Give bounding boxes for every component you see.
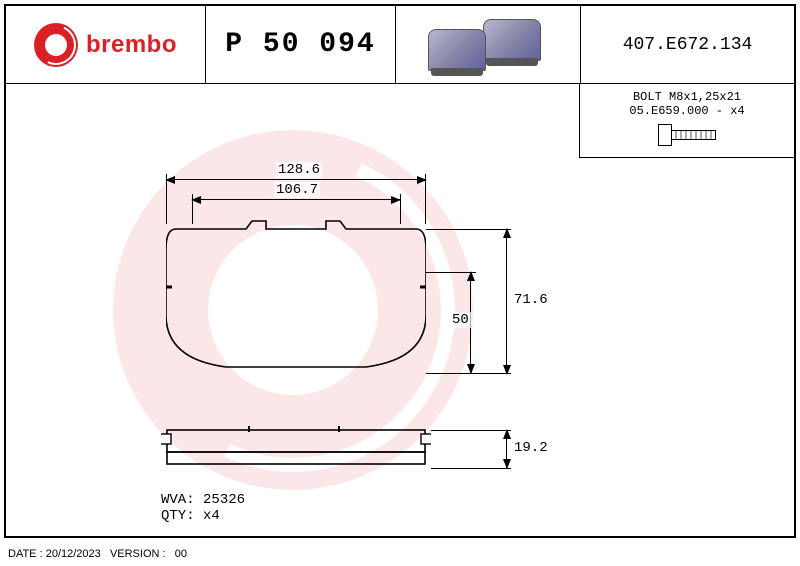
qty-value: x4 xyxy=(203,508,220,524)
dim-height-outer xyxy=(506,229,507,374)
dim-height-outer-label: 71.6 xyxy=(512,292,550,308)
dim-width-outer-label: 128.6 xyxy=(276,162,322,178)
bolt-code-line: 05.E659.000 - x4 xyxy=(580,104,794,118)
part-number: P 50 094 xyxy=(225,29,375,60)
header-row: brembo P 50 094 407.E672.134 xyxy=(6,6,794,84)
brake-pad-side-icon xyxy=(161,426,431,468)
drawing-area: 128.6 106.7 71.6 50 1 xyxy=(6,84,579,536)
product-photo-cell xyxy=(396,6,581,84)
brake-pad-outline-icon xyxy=(166,219,426,374)
bolt-spec-panel: BOLT M8x1,25x21 05.E659.000 - x4 xyxy=(579,84,794,158)
date-label: DATE : xyxy=(8,548,43,560)
dim-thickness xyxy=(506,430,507,468)
dim-thickness-label: 19.2 xyxy=(512,440,550,456)
logo-cell: brembo xyxy=(6,6,206,84)
side-view xyxy=(161,426,431,468)
ref-code: 407.E672.134 xyxy=(623,35,753,55)
ref-code-cell: 407.E672.134 xyxy=(581,6,794,84)
version-value: 00 xyxy=(175,548,187,560)
qty-label: QTY: xyxy=(161,508,195,524)
wva-value: 25326 xyxy=(203,492,245,508)
version-label: VERSION : xyxy=(110,548,166,560)
brand-name: brembo xyxy=(86,31,177,59)
brembo-logo: brembo xyxy=(34,23,177,67)
front-view xyxy=(166,219,426,374)
dim-width-outer xyxy=(166,179,426,180)
bolt-spec-line: BOLT M8x1,25x21 xyxy=(580,90,794,104)
dim-width-inner xyxy=(192,199,400,200)
wva-label: WVA: xyxy=(161,492,195,508)
brake-pad-3d-icon xyxy=(408,15,568,75)
date-value: 20/12/2023 xyxy=(46,548,101,560)
footer: DATE : 20/12/2023 VERSION : 00 xyxy=(8,548,187,560)
dim-width-inner-label: 106.7 xyxy=(274,182,320,198)
bolt-icon xyxy=(580,124,794,146)
dim-height-inner-label: 50 xyxy=(450,312,471,328)
brembo-disc-icon xyxy=(34,23,78,67)
drawing-frame: brembo P 50 094 407.E672.134 BOLT M8x1,2… xyxy=(4,4,796,538)
info-block: WVA: 25326 QTY: x4 xyxy=(161,492,245,524)
part-number-cell: P 50 094 xyxy=(206,6,396,84)
